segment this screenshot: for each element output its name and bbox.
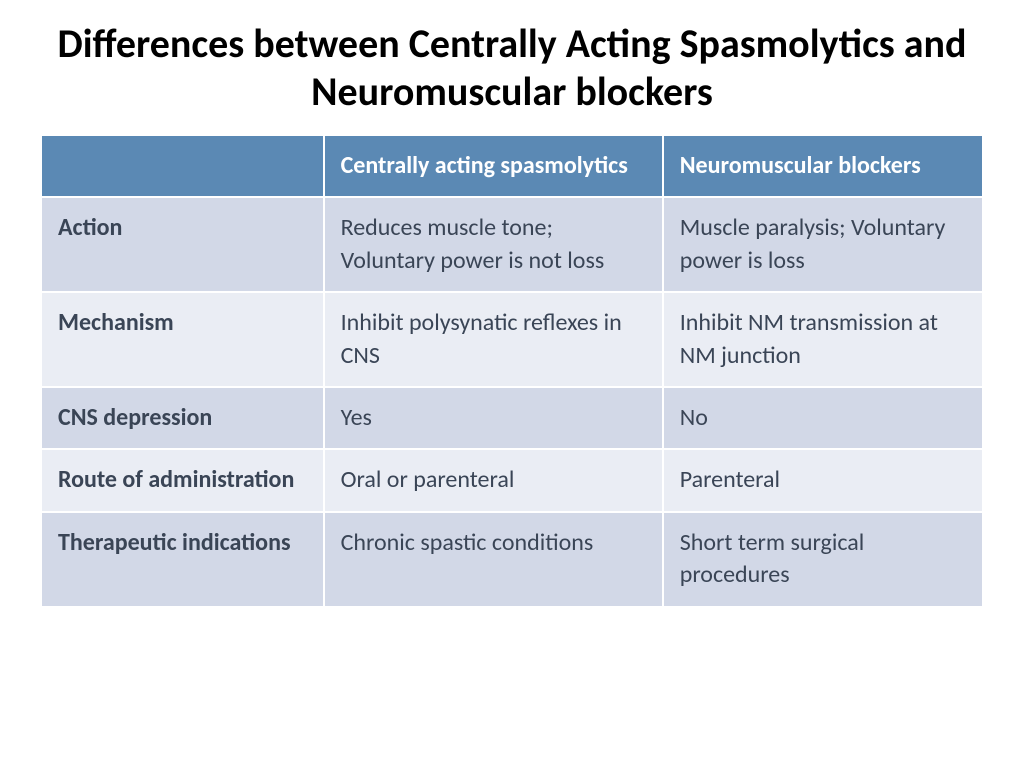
table-header-row: Centrally acting spasmolytics Neuromuscu… [41,135,983,197]
row-label: CNS depression [41,387,324,449]
cell-neuromuscular: No [663,387,983,449]
header-neuromuscular: Neuromuscular blockers [663,135,983,197]
table-row: CNS depression Yes No [41,387,983,449]
cell-neuromuscular: Short term surgical procedures [663,512,983,607]
row-label: Mechanism [41,292,324,387]
table-row: Mechanism Inhibit polysynatic reflexes i… [41,292,983,387]
page-title: Differences between Centrally Acting Spa… [40,20,984,116]
cell-neuromuscular: Inhibit NM transmission at NM junction [663,292,983,387]
table-row: Action Reduces muscle tone; Voluntary po… [41,197,983,292]
cell-centrally: Yes [324,387,663,449]
cell-centrally: Chronic spastic conditions [324,512,663,607]
table-row: Route of administration Oral or parenter… [41,449,983,511]
header-empty [41,135,324,197]
table-row: Therapeutic indications Chronic spastic … [41,512,983,607]
row-label: Therapeutic indications [41,512,324,607]
row-label: Action [41,197,324,292]
cell-centrally: Inhibit polysynatic reflexes in CNS [324,292,663,387]
cell-centrally: Reduces muscle tone; Voluntary power is … [324,197,663,292]
cell-neuromuscular: Muscle paralysis; Voluntary power is los… [663,197,983,292]
cell-centrally: Oral or parenteral [324,449,663,511]
comparison-table: Centrally acting spasmolytics Neuromuscu… [40,134,984,608]
row-label: Route of administration [41,449,324,511]
header-centrally: Centrally acting spasmolytics [324,135,663,197]
cell-neuromuscular: Parenteral [663,449,983,511]
